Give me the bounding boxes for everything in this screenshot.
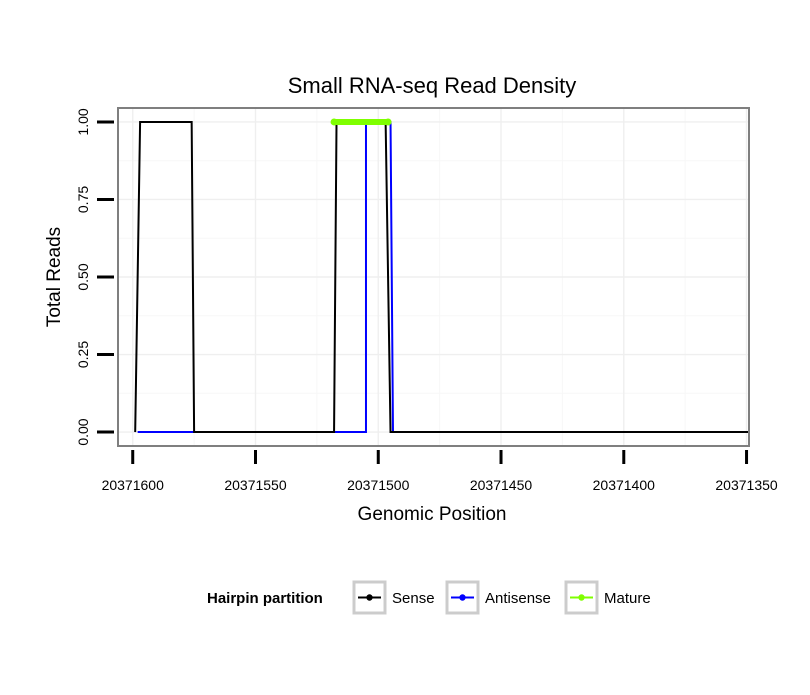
y-tick-label: 0.75 [75,186,91,213]
legend-label-mature: Mature [604,590,651,607]
x-tick-label: 20371400 [593,477,656,493]
y-tick-label: 1.00 [75,108,91,135]
legend-title: Hairpin partition [207,590,323,607]
x-tick-label: 20371450 [470,477,533,493]
legend-dot-sense [366,594,373,601]
legend: Hairpin partition Sense Antisense Mature [207,580,651,615]
x-axis-label: Genomic Position [358,504,507,525]
legend-label-sense: Sense [392,590,435,607]
y-tick-label: 0.50 [75,263,91,290]
legend-label-antisense: Antisense [485,590,551,607]
x-tick-label: 20371500 [347,477,410,493]
series-group [134,118,749,434]
axes: 20371600 20371550 20371500 20371450 20371400… [75,108,778,493]
x-tick-label: 20371600 [102,477,165,493]
plot-border [117,107,750,447]
plot-area [117,107,750,447]
legend-dot-antisense [459,594,466,601]
x-tick-label: 20371350 [715,477,778,493]
legend-dot-mature [578,594,585,601]
series-sense-line [134,120,749,434]
series-mature-point [384,118,392,126]
x-tick-label: 20371550 [224,477,287,493]
y-tick-label: 0.25 [75,341,91,368]
y-tick-label: 0.00 [75,418,91,445]
y-axis-label: Total Reads [44,227,65,327]
chart-title: Small RNA-seq Read Density [288,73,577,98]
series-mature-point [330,118,338,126]
